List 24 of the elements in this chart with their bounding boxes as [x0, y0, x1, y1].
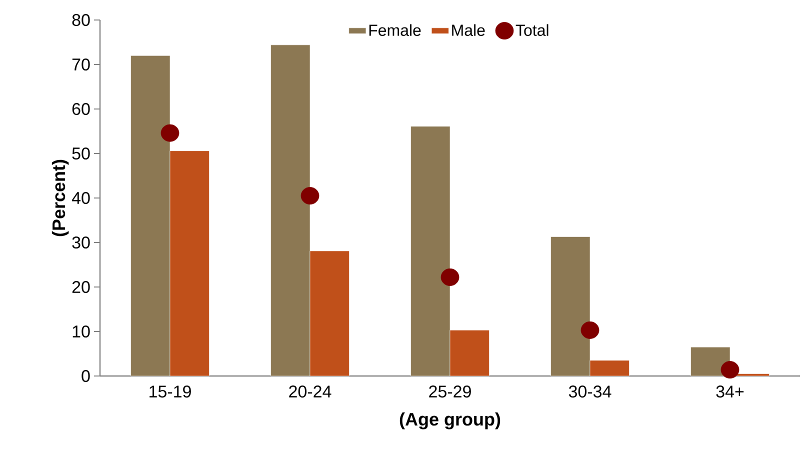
x-tick-label: 15-19 [150, 386, 191, 398]
legend-label: Female [369, 24, 421, 36]
x-tick-label: 34+ [716, 386, 744, 398]
legend-label: Male [452, 24, 485, 36]
x-tick-label: 20-24 [289, 386, 332, 398]
y-tick-label: 80 [72, 14, 90, 26]
y-tick-label: 70 [72, 58, 90, 71]
y-axis-title: (Percent) [52, 160, 69, 236]
y-tick-label: 60 [72, 102, 90, 116]
y-tick-label: 20 [72, 280, 90, 294]
y-tick-label: 50 [72, 147, 90, 160]
y-tick-label: 10 [72, 325, 90, 338]
point [720, 361, 740, 379]
point [580, 321, 600, 339]
x-tick-label: 30-34 [568, 386, 612, 398]
y-tick-label: 30 [72, 236, 90, 249]
legend-label: Total [516, 24, 548, 36]
x-tick-label: 25-29 [429, 386, 471, 398]
y-tick-label: 0 [82, 370, 90, 382]
point [300, 187, 320, 205]
point [440, 268, 460, 286]
y-tick-label: 40 [72, 192, 90, 204]
point [160, 124, 180, 142]
x-axis-title: (Age group) [400, 412, 500, 430]
